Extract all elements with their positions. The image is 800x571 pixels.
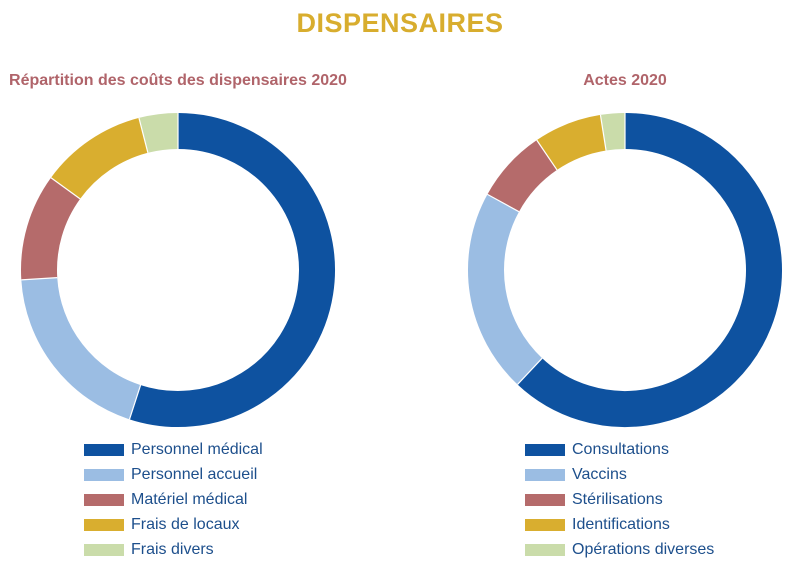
donut-slice-personnel-accueil [21, 277, 142, 420]
chart-title-acts: Actes 2020 [583, 72, 667, 89]
donut-slice-frais-de-locaux [50, 117, 149, 200]
legend-swatch [525, 493, 565, 506]
donut-slice-frais-divers [138, 113, 179, 153]
legend-label: Frais divers [131, 540, 214, 558]
legend-swatch [84, 493, 124, 506]
legend-item-consultations: Consultations [525, 437, 714, 462]
chart-title-costs: Répartition des coûts des dispensaires 2… [9, 72, 347, 89]
legend-swatch [525, 518, 565, 531]
legend-item-materiel-medical: Matériel médical [84, 487, 263, 512]
legend-label: Frais de locaux [131, 515, 240, 533]
legend-item-vaccins: Vaccins [525, 462, 714, 487]
donut-chart-costs [21, 113, 335, 427]
legend-swatch [84, 543, 124, 556]
legend-label: Consultations [572, 440, 669, 458]
legend-swatch [84, 443, 124, 456]
legend-item-personnel-medical: Personnel médical [84, 437, 263, 462]
legend-swatch [84, 468, 124, 481]
legend-item-frais-divers: Frais divers [84, 537, 263, 562]
legend-item-frais-de-locaux: Frais de locaux [84, 512, 263, 537]
donut-slice-vaccins [468, 194, 543, 385]
legend-label: Opérations diverses [572, 540, 715, 558]
legend-swatch [525, 543, 565, 556]
slice-separator [128, 384, 142, 420]
legend-label: Vaccins [572, 465, 627, 483]
slice-separator [50, 177, 81, 200]
legend-swatch [525, 443, 565, 456]
slice-separator [21, 276, 58, 281]
slice-separator [487, 193, 520, 213]
legend-item-identifications: Identifications [525, 512, 714, 537]
legend-costs: Personnel médical Personnel accueil Matéri… [84, 437, 263, 562]
donut-slice-personnel-medical [129, 113, 335, 427]
donut-slice-sterilisations [487, 140, 558, 213]
legend-swatch [525, 468, 565, 481]
donut-slice-identifications [536, 114, 607, 171]
legend-item-sterilisations: Stérilisations [525, 487, 714, 512]
donut-slice-consultations [517, 113, 782, 427]
slice-separator [138, 117, 149, 153]
legend-label: Identifications [572, 515, 670, 533]
donut-chart-acts [468, 113, 782, 427]
legend-label: Stérilisations [572, 490, 663, 508]
legend-swatch [84, 518, 124, 531]
donut-slice-operations-diverses [600, 113, 626, 151]
page-title: DISPENSAIRES [296, 8, 504, 38]
legend-label: Matériel médical [131, 490, 248, 508]
slice-separator [517, 357, 543, 385]
legend-label: Personnel accueil [131, 465, 258, 483]
legend-item-operations-diverses: Opérations diverses [525, 537, 714, 562]
legend-acts: Consultations Vaccins Stérilisations Identi… [525, 437, 714, 562]
legend-item-personnel-accueil: Personnel accueil [84, 462, 263, 487]
slice-separator [536, 139, 558, 171]
slice-separator [599, 114, 607, 151]
legend-label: Personnel médical [131, 440, 263, 458]
donut-slice-materiel-medical [21, 177, 81, 280]
